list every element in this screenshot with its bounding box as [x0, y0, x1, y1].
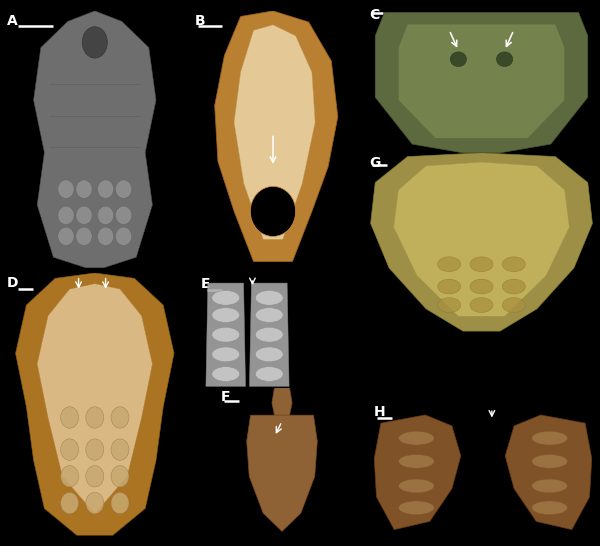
Ellipse shape	[86, 466, 104, 487]
Text: B: B	[195, 14, 206, 28]
Ellipse shape	[398, 479, 434, 492]
Polygon shape	[234, 25, 315, 239]
Ellipse shape	[116, 180, 132, 198]
Text: E: E	[201, 277, 211, 292]
Ellipse shape	[98, 206, 114, 224]
Polygon shape	[272, 388, 292, 415]
Polygon shape	[215, 11, 338, 262]
Ellipse shape	[532, 454, 568, 468]
Polygon shape	[250, 283, 289, 387]
Ellipse shape	[82, 27, 107, 58]
Ellipse shape	[212, 347, 239, 361]
Ellipse shape	[532, 501, 568, 514]
Ellipse shape	[111, 439, 129, 460]
Polygon shape	[374, 415, 461, 530]
Ellipse shape	[437, 298, 461, 312]
Polygon shape	[206, 283, 245, 387]
Text: C: C	[369, 8, 379, 22]
Ellipse shape	[76, 227, 92, 246]
Text: D: D	[7, 276, 19, 290]
Ellipse shape	[61, 492, 79, 514]
Ellipse shape	[502, 298, 526, 312]
Polygon shape	[371, 153, 592, 331]
Ellipse shape	[111, 407, 129, 428]
Ellipse shape	[250, 186, 296, 236]
Ellipse shape	[398, 431, 434, 445]
Ellipse shape	[256, 367, 283, 381]
Ellipse shape	[502, 279, 526, 294]
Ellipse shape	[470, 257, 493, 272]
Ellipse shape	[437, 257, 461, 272]
Ellipse shape	[76, 180, 92, 198]
Ellipse shape	[398, 501, 434, 514]
Text: F: F	[221, 390, 230, 404]
Polygon shape	[37, 284, 152, 514]
Ellipse shape	[212, 367, 239, 381]
Polygon shape	[34, 11, 156, 268]
Ellipse shape	[256, 347, 283, 361]
Ellipse shape	[98, 227, 114, 246]
Ellipse shape	[451, 52, 466, 67]
Ellipse shape	[111, 492, 129, 514]
Ellipse shape	[470, 279, 493, 294]
Text: G: G	[369, 156, 380, 170]
Ellipse shape	[532, 479, 568, 492]
Ellipse shape	[86, 407, 104, 428]
Ellipse shape	[212, 308, 239, 322]
Ellipse shape	[58, 206, 74, 224]
Ellipse shape	[398, 454, 434, 468]
Ellipse shape	[86, 439, 104, 460]
Ellipse shape	[256, 327, 283, 342]
Text: A: A	[7, 14, 18, 28]
Ellipse shape	[212, 327, 239, 342]
Ellipse shape	[470, 298, 493, 312]
Ellipse shape	[61, 407, 79, 428]
Ellipse shape	[58, 180, 74, 198]
Ellipse shape	[116, 227, 132, 246]
Text: H: H	[374, 405, 385, 419]
Ellipse shape	[212, 290, 239, 305]
Polygon shape	[16, 273, 174, 535]
Ellipse shape	[76, 206, 92, 224]
Ellipse shape	[437, 279, 461, 294]
Polygon shape	[375, 13, 588, 153]
Polygon shape	[505, 415, 592, 530]
Ellipse shape	[98, 180, 114, 198]
Ellipse shape	[532, 431, 568, 445]
Ellipse shape	[256, 308, 283, 322]
Ellipse shape	[256, 290, 283, 305]
Ellipse shape	[111, 466, 129, 487]
Polygon shape	[247, 415, 317, 531]
Ellipse shape	[61, 439, 79, 460]
Ellipse shape	[61, 466, 79, 487]
Ellipse shape	[58, 227, 74, 246]
Polygon shape	[398, 24, 565, 138]
Ellipse shape	[497, 52, 512, 67]
Ellipse shape	[86, 492, 104, 514]
Ellipse shape	[116, 206, 132, 224]
Polygon shape	[394, 162, 569, 316]
Ellipse shape	[502, 257, 526, 272]
